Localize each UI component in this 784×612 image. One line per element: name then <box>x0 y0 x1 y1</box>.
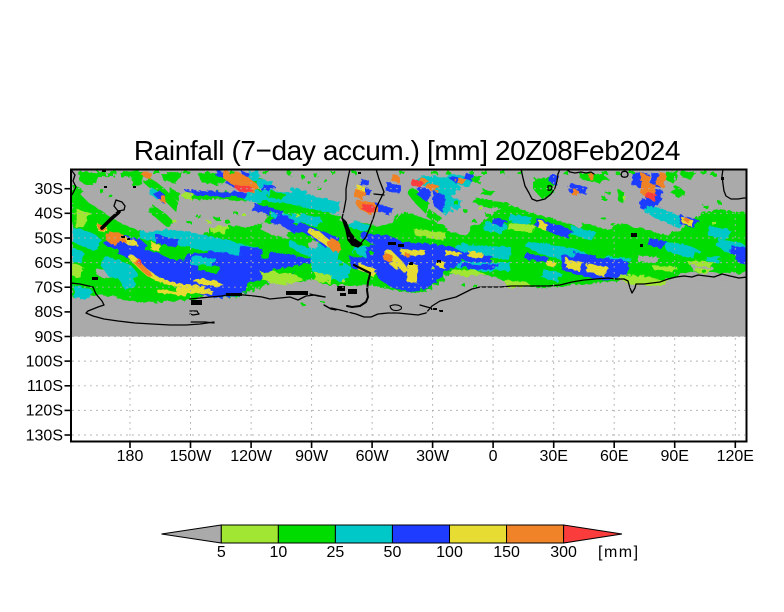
svg-text:100: 100 <box>436 544 463 561</box>
svg-text:130S: 130S <box>26 427 63 444</box>
svg-text:60S: 60S <box>35 255 63 272</box>
svg-text:120W: 120W <box>230 448 273 465</box>
svg-text:30S: 30S <box>35 181 63 198</box>
svg-text:[mm]: [mm] <box>598 544 640 561</box>
svg-text:90E: 90E <box>660 448 688 465</box>
svg-text:60W: 60W <box>356 448 390 465</box>
svg-text:110S: 110S <box>27 378 63 395</box>
svg-text:100S: 100S <box>26 353 63 370</box>
svg-text:300: 300 <box>550 544 577 561</box>
svg-text:30W: 30W <box>416 448 450 465</box>
svg-text:60E: 60E <box>600 448 628 465</box>
svg-text:120S: 120S <box>26 403 63 420</box>
svg-text:30E: 30E <box>539 448 567 465</box>
svg-text:40S: 40S <box>35 206 63 223</box>
svg-text:50S: 50S <box>35 230 63 247</box>
svg-text:25: 25 <box>327 544 345 561</box>
svg-text:5: 5 <box>217 544 226 561</box>
svg-text:70S: 70S <box>35 280 63 297</box>
svg-text:10: 10 <box>269 544 287 561</box>
svg-text:Rainfall (7−day accum.) [mm] 2: Rainfall (7−day accum.) [mm] 20Z08Feb202… <box>134 135 680 166</box>
svg-text:50: 50 <box>384 544 402 561</box>
svg-text:80S: 80S <box>35 304 63 321</box>
svg-text:180: 180 <box>117 448 144 465</box>
svg-text:150: 150 <box>493 544 520 561</box>
svg-text:90S: 90S <box>35 329 63 346</box>
svg-text:90W: 90W <box>295 448 329 465</box>
svg-text:150W: 150W <box>170 448 213 465</box>
svg-text:120E: 120E <box>717 448 754 465</box>
svg-text:0: 0 <box>489 448 498 465</box>
